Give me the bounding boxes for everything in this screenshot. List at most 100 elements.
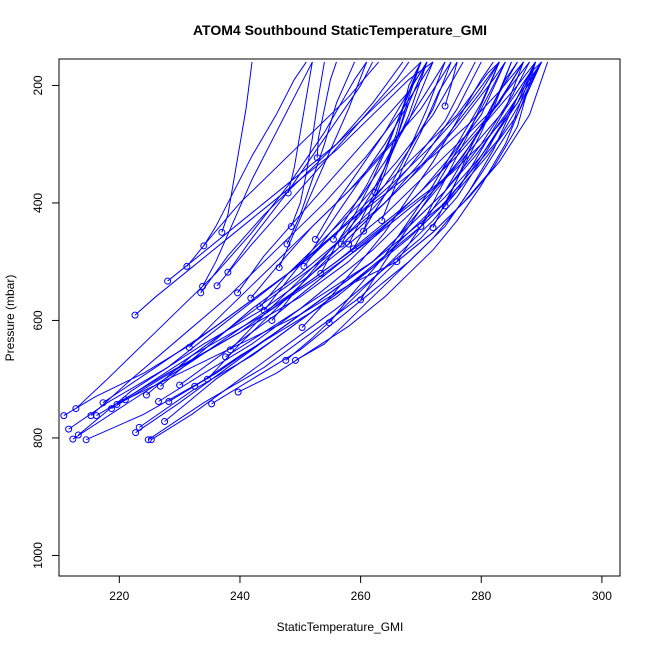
series-line-44 [444,61,458,107]
chart-title: ATOM4 Southbound StaticTemperature_GMI [193,22,487,38]
data-point-21 [131,311,139,319]
data-point-26 [197,289,205,297]
data-point-29 [234,289,242,297]
data-point-25 [218,228,226,236]
data-point-58 [161,417,169,425]
series-line-52 [271,61,452,321]
series-line-63 [320,61,422,274]
series-line-8 [116,61,542,405]
y-axis: 200 400 600 800 1000 [31,75,60,569]
data-point-61 [337,240,345,248]
data-point-64 [72,405,80,413]
series-line-28 [227,61,374,273]
series-line-50 [328,61,500,324]
data-point-36 [313,154,321,162]
x-tick-label-0: 220 [109,589,129,603]
data-point-0 [65,425,73,433]
series-line-64 [75,61,368,409]
series-line-7 [111,61,524,409]
series-line-67 [151,61,536,441]
data-point-15 [191,382,199,390]
data-point-32 [275,264,283,272]
data-point-22 [164,277,172,285]
data-point-51 [298,323,306,331]
series-line-62 [202,61,313,287]
x-tick-label-3: 280 [471,589,491,603]
data-point-12 [155,398,163,406]
series-line-15 [194,61,543,387]
series-line-59 [188,61,446,348]
series-line-51 [301,61,494,328]
data-point-35 [284,189,292,197]
data-point-42 [378,217,386,225]
series-line-36 [316,61,337,158]
series-line-46 [432,61,512,228]
data-point-41 [360,227,368,235]
data-point-33 [283,240,291,248]
series-line-6 [102,61,500,404]
series-line-16 [211,61,537,405]
series-line-65 [90,61,434,416]
data-point-3 [74,431,82,439]
data-point-65 [87,412,95,420]
y-tick-label-3: 800 [31,428,45,448]
data-point-8 [113,400,121,408]
data-point-39 [329,235,337,243]
data-point-28 [224,268,232,276]
data-point-57 [142,391,150,399]
y-tick-label-1: 400 [31,193,45,213]
series-line-47 [420,61,500,227]
data-point-59 [185,343,193,351]
data-point-10 [135,423,143,431]
data-point-11 [144,436,152,444]
series-line-58 [164,61,536,422]
series-line-10 [138,61,543,428]
series-line-25 [221,61,253,233]
series-line-66 [135,61,530,434]
y-tick-label-4: 1000 [31,542,45,569]
data-point-66 [132,429,140,437]
data-point-40 [345,240,353,248]
series-line-49 [360,61,506,301]
x-tick-label-4: 300 [592,589,612,603]
data-point-24 [200,242,208,250]
data-point-44 [441,102,449,110]
series-line-35 [287,61,313,194]
data-point-1 [69,435,77,443]
data-point-27 [213,282,221,290]
data-point-60 [349,245,357,253]
y-axis-label: Pressure (mbar) [3,275,17,362]
data-point-13 [165,398,173,406]
data-point-38 [300,262,308,270]
series-line-2 [63,61,500,417]
series-line-3 [77,61,530,436]
data-point-62 [199,282,207,290]
x-tick-label-1: 240 [230,589,250,603]
series-line-39 [333,61,422,240]
series-line-21 [134,61,434,316]
data-point-50 [325,319,333,327]
x-axis-label: StaticTemperature_GMI [277,620,404,634]
data-point-23 [183,262,191,270]
data-point-63 [317,269,325,277]
data-point-7 [107,405,115,413]
data-point-54 [226,346,234,354]
series-line-33 [286,61,356,245]
series-line-13 [168,61,537,402]
data-point-31 [256,303,264,311]
data-point-52 [268,316,276,324]
data-point-18 [234,388,242,396]
series-line-34 [290,61,325,227]
data-point-20 [291,356,299,364]
y-tick-label-2: 600 [31,310,45,330]
series-line-32 [278,61,368,268]
series-line-18 [237,61,543,393]
data-point-5 [92,412,100,420]
series-line-20 [295,61,536,361]
data-point-16 [208,400,216,408]
data-point-47 [417,222,425,230]
series-line-60 [352,61,446,250]
series-line-1 [72,61,543,440]
data-point-30 [247,294,255,302]
